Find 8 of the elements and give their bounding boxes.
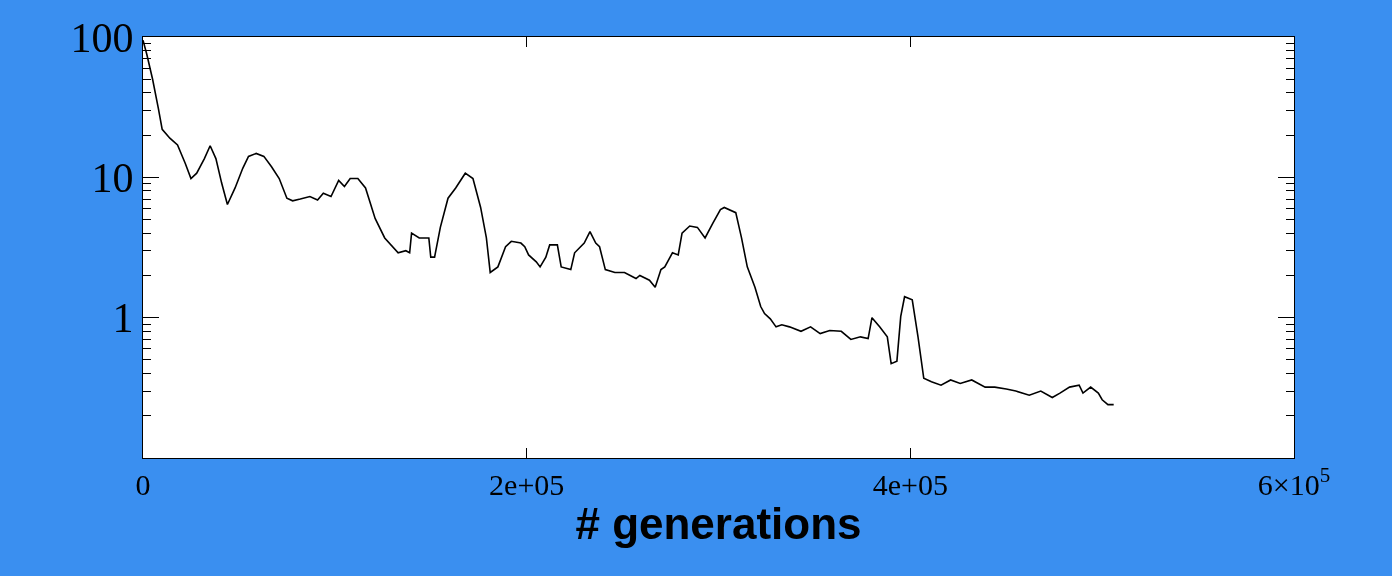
x-tick-label: 4e+05 [872,468,948,501]
x-axis-title: # generations [575,499,862,549]
x-tick-label: 6×10$^{5}$ [1257,463,1331,501]
x-tick-label: 2e+05 [489,468,565,501]
y-tick-label: 10 [91,155,134,202]
y-tick-label: 1 [112,295,134,342]
x-tick-label: 0 [135,468,151,501]
y-tick-label: 100 [70,14,134,61]
